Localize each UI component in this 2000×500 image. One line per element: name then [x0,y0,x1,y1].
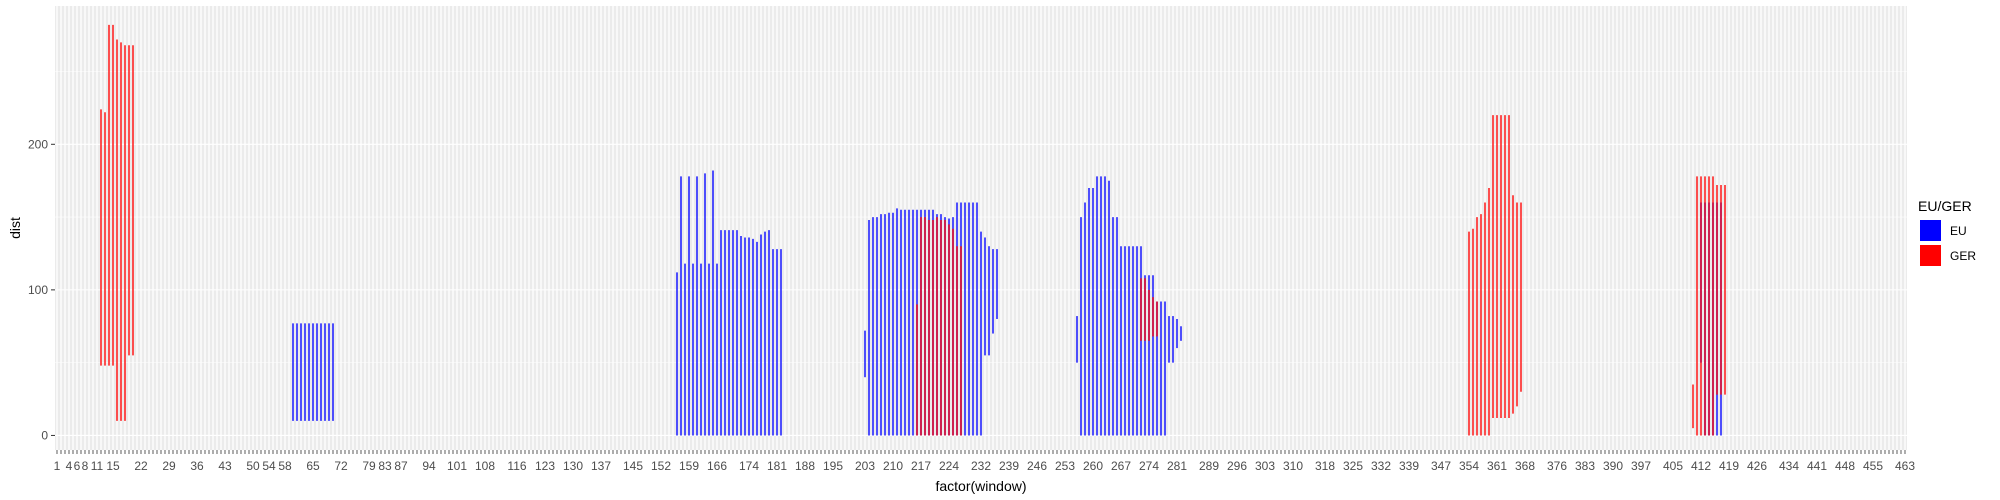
x-tick-label: 210 [883,459,903,473]
x-tick-label: 310 [1283,459,1303,473]
x-tick-label: 260 [1083,459,1103,473]
x-tick-label: 274 [1139,459,1159,473]
x-tick-label: 325 [1343,459,1363,473]
x-tick-label: 108 [475,459,495,473]
x-tick-label: 54 [262,459,276,473]
x-tick-label: 289 [1199,459,1219,473]
x-tick-label: 405 [1663,459,1683,473]
x-tick-label: 174 [739,459,759,473]
x-tick-label: 50 [246,459,260,473]
x-tick-label: 94 [422,459,436,473]
y-axis-title: dist [7,217,23,239]
x-tick-label: 116 [507,459,526,473]
x-tick-label: 354 [1459,459,1479,473]
x-tick-label: 15 [106,459,120,473]
x-tick-label: 181 [767,459,787,473]
x-tick-label: 303 [1255,459,1275,473]
x-tick-label: 101 [447,459,467,473]
x-tick-label: 239 [999,459,1019,473]
x-tick-label: 36 [190,459,204,473]
x-tick-label: 376 [1547,459,1567,473]
y-tick-label: 100 [28,283,48,297]
x-tick-label: 426 [1747,459,1767,473]
x-tick-label: 383 [1575,459,1595,473]
x-tick-label: 253 [1055,459,1075,473]
x-tick-label: 137 [591,459,611,473]
x-tick-label: 87 [394,459,408,473]
x-tick-label: 43 [218,459,232,473]
legend-label-ger: GER [1950,249,1976,263]
x-tick-label: 368 [1515,459,1535,473]
legend: EU/GER EU GER [1918,198,1976,266]
series-layer [100,24,1726,436]
y-tick-label: 0 [41,428,48,442]
x-tick-label: 217 [911,459,931,473]
x-tick-label: 455 [1863,459,1883,473]
x-axis: 1 4 6 8 11 15 22 29 36 43 50 54 58 65 72 79 83 87 94 101 108… [54,450,1915,473]
y-tick-label: 200 [28,137,48,151]
x-tick-label: 246 [1027,459,1047,473]
x-tick-label: 419 [1719,459,1739,473]
x-tick-label: 29 [162,459,176,473]
x-tick-label: 11 [91,459,104,473]
x-tick-label: 347 [1431,459,1451,473]
series-ger [100,24,1726,436]
x-tick-label: 22 [134,459,148,473]
x-tick-label: 203 [855,459,875,473]
x-axis-title: factor(window) [935,478,1026,494]
x-tick-label: 152 [651,459,671,473]
x-tick-label: 58 [278,459,292,473]
x-tick-label: 188 [795,459,815,473]
x-tick-label: 361 [1487,459,1507,473]
legend-key-ger [1920,245,1941,266]
x-tick-label: 8 [82,459,89,473]
x-tick-label: 123 [535,459,555,473]
x-tick-label: 412 [1691,459,1711,473]
x-tick-label: 448 [1835,459,1855,473]
x-tick-label: 232 [971,459,991,473]
x-tick-label: 1 [54,459,61,473]
x-tick-label: 339 [1399,459,1419,473]
x-tick-label: 4 [66,459,73,473]
x-tick-label: 72 [334,459,348,473]
x-tick-label: 224 [939,459,959,473]
x-tick-label: 195 [823,459,843,473]
x-tick-label: 463 [1895,459,1915,473]
x-tick-label: 441 [1807,459,1827,473]
x-tick-label: 145 [623,459,643,473]
x-tick-label: 79 [362,459,376,473]
x-tick-label: 130 [563,459,583,473]
x-tick-label: 6 [74,459,81,473]
x-tick-label: 390 [1603,459,1623,473]
legend-key-eu [1920,220,1941,241]
x-tick-label: 267 [1111,459,1131,473]
x-tick-label: 83 [378,459,392,473]
x-tick-label: 281 [1167,459,1187,473]
x-tick-label: 318 [1315,459,1335,473]
x-tick-label: 332 [1371,459,1391,473]
legend-title: EU/GER [1918,198,1972,214]
legend-label-eu: EU [1950,224,1967,238]
x-tick-label: 434 [1779,459,1799,473]
x-tick-label: 397 [1631,459,1651,473]
x-tick-label: 296 [1227,459,1247,473]
x-tick-label: 166 [707,459,727,473]
x-tick-label: 159 [679,459,699,473]
y-axis: 0 100 200 [28,137,55,442]
x-tick-label: 65 [306,459,320,473]
